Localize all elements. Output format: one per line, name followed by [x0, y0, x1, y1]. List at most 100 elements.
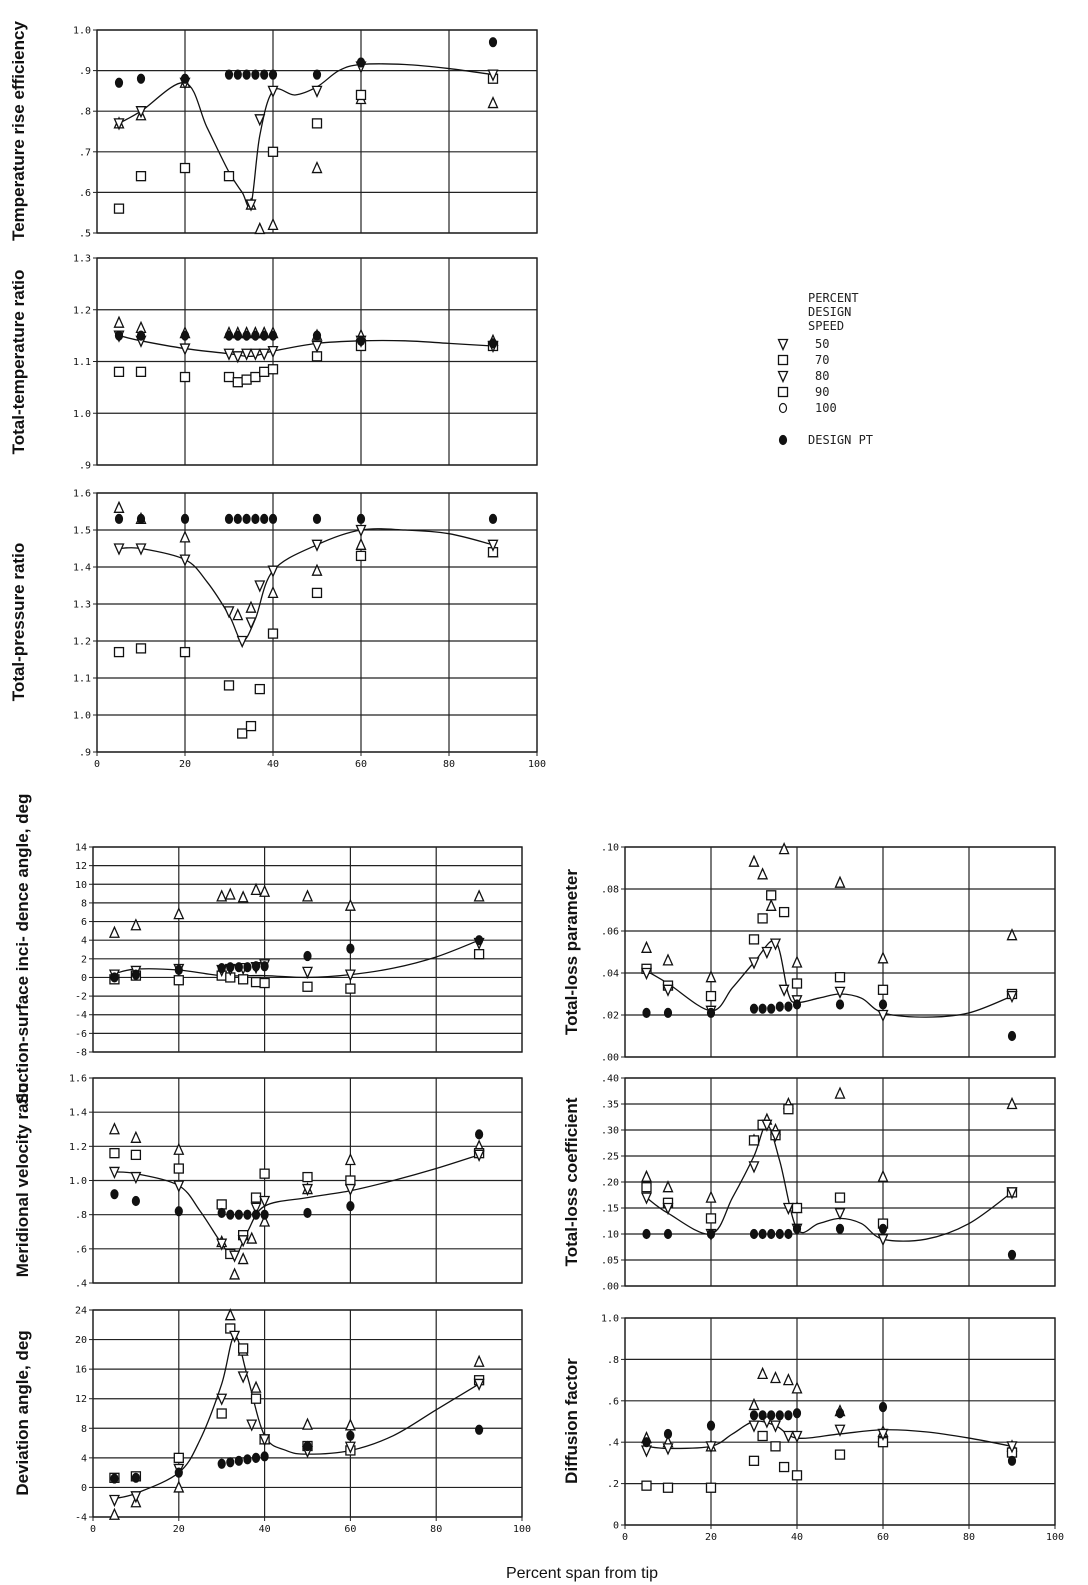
data-point — [705, 1190, 717, 1203]
y-tick-label: 1.2 — [73, 305, 91, 316]
data-point — [108, 925, 120, 938]
plot-panels: .5 .6 .7 .8 .9 1.0 Temperature rise efficiency… — [9, 21, 1064, 1543]
data-point — [488, 37, 498, 48]
data-point — [136, 73, 146, 84]
legend-label: 70 — [815, 353, 829, 367]
data-point — [173, 1452, 184, 1464]
y-tick-label: 4 — [81, 936, 87, 947]
data-point — [791, 1470, 803, 1481]
y-tick-label: 8 — [81, 1424, 87, 1435]
data-point — [748, 1455, 760, 1466]
data-point — [778, 1461, 790, 1473]
y-tick-label: -4 — [75, 1513, 87, 1524]
y-tick-label: .06 — [601, 927, 619, 938]
data-point — [791, 955, 803, 968]
x-tick-label: 60 — [344, 1524, 356, 1535]
data-point — [250, 371, 261, 383]
data-point — [749, 1003, 759, 1014]
y-tick-label: 2 — [81, 954, 87, 965]
plot-frame — [96, 29, 538, 234]
data-point — [135, 543, 147, 556]
y-tick-label: -6 — [75, 1029, 87, 1040]
data-point — [1006, 1096, 1018, 1110]
x-tick-label: 100 — [1046, 1532, 1064, 1543]
data-point — [782, 1373, 794, 1386]
data-point — [229, 1250, 241, 1263]
data-point — [640, 1169, 653, 1182]
y-axis-label: Diffusion factor — [562, 1358, 581, 1484]
y-tick-label: .15 — [601, 1204, 619, 1215]
data-point — [113, 366, 125, 378]
data-point — [113, 315, 125, 328]
data-point — [245, 617, 257, 630]
y-tick-label: .05 — [601, 1256, 619, 1267]
data-point — [312, 69, 322, 80]
data-point — [226, 1209, 235, 1220]
y-tick-label: 12 — [75, 1394, 87, 1405]
y-tick-label: 16 — [75, 1365, 87, 1376]
data-point — [216, 889, 228, 902]
data-point — [706, 1007, 716, 1019]
data-point — [179, 371, 191, 383]
data-point — [267, 364, 279, 375]
y-axis-label: Deviation angle, deg — [13, 1330, 32, 1495]
data-point — [135, 643, 147, 654]
x-tick-label: 20 — [705, 1532, 717, 1543]
y-axis-label: Temperature rise efficiency — [9, 21, 28, 241]
data-point — [877, 951, 889, 964]
y-axis-label: Meridional velocity ratio — [13, 1083, 32, 1278]
data-point — [877, 984, 889, 995]
data-point — [749, 1410, 759, 1421]
data-point — [259, 884, 271, 897]
data-point — [748, 934, 760, 945]
data-point — [311, 340, 323, 354]
data-point — [113, 646, 125, 658]
y-tick-label: .7 — [79, 147, 91, 158]
data-point — [267, 85, 279, 98]
data-point — [473, 949, 485, 960]
data-point — [260, 961, 269, 972]
x-tick-label: 60 — [877, 1532, 889, 1543]
data-point — [784, 1410, 793, 1421]
plot-frame — [624, 1317, 1056, 1526]
data-point — [784, 1228, 793, 1240]
data-point — [311, 587, 323, 599]
data-point — [878, 1401, 888, 1413]
data-point — [1007, 1249, 1017, 1260]
data-point — [233, 330, 242, 341]
legend-marker-square-open — [777, 354, 789, 366]
data-point — [232, 377, 243, 388]
data-point — [758, 1003, 767, 1014]
data-point — [130, 918, 142, 931]
data-point — [488, 338, 498, 349]
data-point — [791, 1381, 803, 1394]
data-point — [311, 85, 323, 98]
data-point — [236, 635, 248, 649]
data-point — [130, 1149, 142, 1161]
data-point — [778, 842, 790, 855]
data-point — [663, 1428, 673, 1440]
x-tick-label: 60 — [355, 759, 367, 770]
data-point — [355, 537, 367, 550]
data-point — [249, 348, 261, 361]
data-point — [312, 513, 322, 525]
data-point — [229, 1330, 241, 1343]
data-point — [254, 683, 265, 695]
chart-panel: .9 1.0 1.1 1.2 1.3 1.4 1.5 1.6 0 20 40 60 80 100 Total… — [9, 489, 546, 771]
y-axis-label: Total-loss parameter — [562, 869, 581, 1035]
y-tick-label: -2 — [75, 992, 87, 1003]
data-point — [706, 1228, 716, 1240]
y-tick-label: .00 — [601, 1053, 619, 1064]
data-point — [834, 1086, 846, 1099]
data-point — [241, 348, 253, 361]
data-point — [775, 1410, 784, 1421]
data-point — [792, 1223, 802, 1234]
data-point — [834, 1424, 846, 1437]
data-point — [226, 962, 235, 973]
data-point — [179, 343, 191, 356]
data-point — [769, 1370, 782, 1384]
data-point — [767, 1410, 776, 1421]
data-point — [174, 1467, 183, 1478]
data-point — [834, 1192, 846, 1203]
data-point — [237, 1235, 249, 1248]
